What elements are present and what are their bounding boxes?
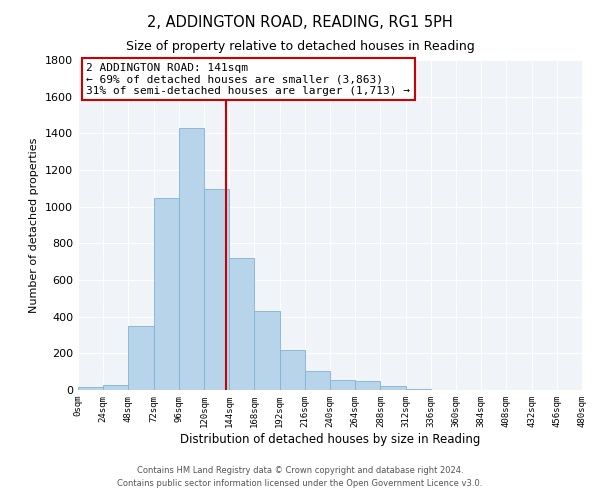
X-axis label: Distribution of detached houses by size in Reading: Distribution of detached houses by size … — [180, 432, 480, 446]
Bar — [254, 311, 280, 390]
Bar — [330, 380, 355, 390]
Bar — [103, 384, 128, 390]
Text: 2, ADDINGTON ROAD, READING, RG1 5PH: 2, ADDINGTON ROAD, READING, RG1 5PH — [147, 15, 453, 30]
Bar — [355, 381, 380, 390]
Text: Contains HM Land Registry data © Crown copyright and database right 2024.
Contai: Contains HM Land Registry data © Crown c… — [118, 466, 482, 487]
Bar — [179, 128, 204, 390]
Bar — [229, 258, 254, 390]
Bar — [305, 371, 330, 390]
Bar — [406, 389, 431, 390]
Bar — [154, 198, 179, 390]
Bar — [204, 189, 229, 390]
Text: 2 ADDINGTON ROAD: 141sqm
← 69% of detached houses are smaller (3,863)
31% of sem: 2 ADDINGTON ROAD: 141sqm ← 69% of detach… — [86, 62, 410, 96]
Y-axis label: Number of detached properties: Number of detached properties — [29, 138, 40, 312]
Bar — [78, 387, 103, 390]
Text: Size of property relative to detached houses in Reading: Size of property relative to detached ho… — [125, 40, 475, 53]
Bar — [280, 350, 305, 390]
Bar — [128, 326, 154, 390]
Bar — [380, 386, 406, 390]
